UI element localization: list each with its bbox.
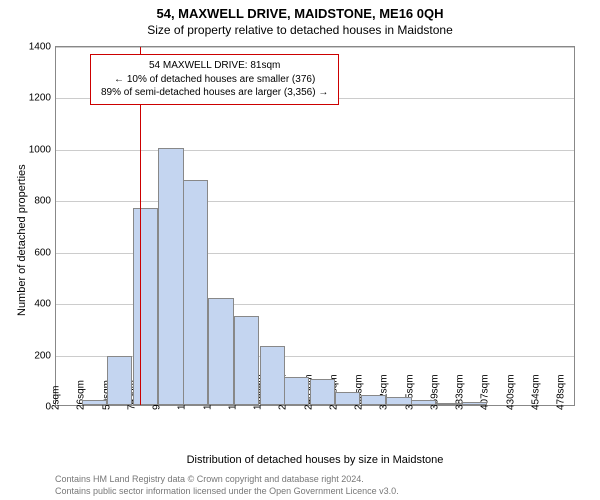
y-tick-label: 1200 [29,93,51,104]
chart-container: 54, MAXWELL DRIVE, MAIDSTONE, ME16 0QH S… [0,0,600,500]
y-tick-label: 200 [34,350,51,361]
x-tick-label: 478sqm [556,409,567,410]
x-tick-label: 407sqm [480,409,491,410]
x-tick-label: 169sqm [227,409,238,410]
y-tick-label: 1400 [29,42,51,53]
histogram-bar [386,397,411,405]
footer-line2: Contains public sector information licen… [55,486,399,498]
histogram-bar [411,400,436,405]
footer-line1: Contains HM Land Registry data © Crown c… [55,474,399,486]
histogram-bar [208,298,233,405]
histogram-bar [183,180,208,405]
y-axis-label: Number of detached properties [16,164,28,316]
histogram-bar [158,148,183,405]
histogram-bar [462,402,487,405]
histogram-bar [335,392,360,405]
x-tick-label: 288sqm [354,409,365,410]
y-tick-label: 800 [34,196,51,207]
grid-line [56,150,574,151]
x-tick-label: 359sqm [429,409,440,410]
y-tick-label: 1000 [29,144,51,155]
histogram-bar [310,379,335,405]
x-axis-label: Distribution of detached houses by size … [55,454,575,466]
y-tick-label: 600 [34,247,51,258]
x-tick-label: 74sqm [126,409,137,410]
x-tick-label: 430sqm [505,409,516,410]
info-line2: ← 10% of detached houses are smaller (37… [101,73,328,87]
x-tick-label: 50sqm [101,409,112,410]
x-tick-label: 454sqm [530,409,541,410]
x-tick-label: 240sqm [303,409,314,410]
histogram-bar [260,346,285,405]
x-tick-label: 145sqm [202,409,213,410]
x-tick-label: 121sqm [177,409,188,410]
chart-subtitle: Size of property relative to detached ho… [0,21,600,37]
histogram-bar [361,395,386,405]
x-tick-label: 383sqm [455,409,466,410]
info-line3: 89% of semi-detached houses are larger (… [101,86,328,100]
histogram-bar [436,403,461,405]
x-tick-label: 26sqm [76,409,87,410]
info-line1: 54 MAXWELL DRIVE: 81sqm [101,59,328,73]
x-tick-label: 2sqm [51,409,62,410]
histogram-bar [82,400,107,405]
chart-title: 54, MAXWELL DRIVE, MAIDSTONE, ME16 0QH [0,0,600,21]
footer-attribution: Contains HM Land Registry data © Crown c… [55,474,399,497]
y-tick-label: 400 [34,299,51,310]
histogram-bar [133,208,158,405]
histogram-bar [234,316,259,405]
x-tick-label: 216sqm [278,409,289,410]
x-tick-label: 312sqm [379,409,390,410]
x-tick-label: 98sqm [152,409,163,410]
grid-line [56,201,574,202]
x-tick-label: 335sqm [404,409,415,410]
info-box: 54 MAXWELL DRIVE: 81sqm ← 10% of detache… [90,54,339,105]
histogram-bar [284,377,309,405]
histogram-bar [107,356,132,405]
grid-line [56,47,574,48]
x-tick-label: 193sqm [253,409,264,410]
x-tick-label: 264sqm [328,409,339,410]
